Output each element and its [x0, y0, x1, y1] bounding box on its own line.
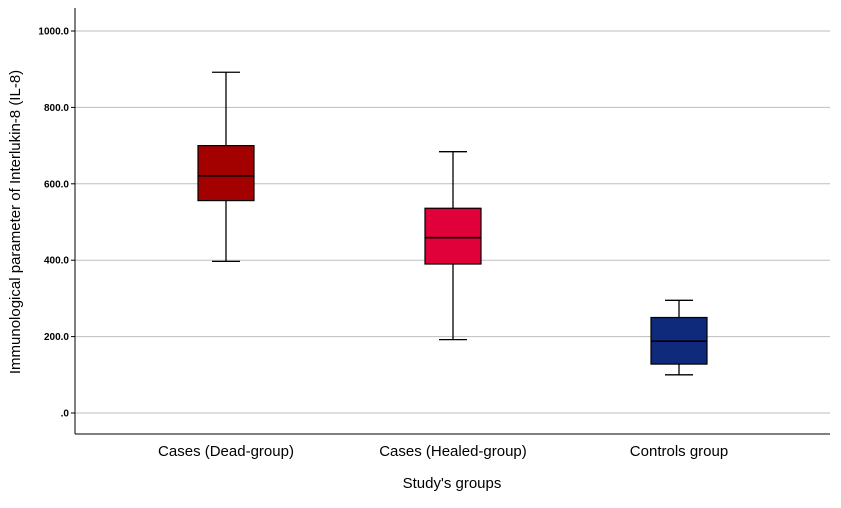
y-tick-label: 1000.0 [38, 27, 69, 38]
iqr-box [424, 207, 482, 265]
x-category-label: Cases (Dead-group) [158, 443, 294, 460]
x-category-label: Cases (Healed-group) [379, 443, 527, 460]
y-axis-title: Immunological parameter of Interlukin-8 … [7, 70, 24, 374]
x-category-label: Controls group [630, 443, 728, 460]
x-axis-title: Study's groups [403, 475, 502, 492]
y-tick-label: 800.0 [44, 103, 69, 114]
box-group [650, 299, 708, 376]
y-tick-label: 400.0 [44, 256, 69, 267]
y-tick-label: 200.0 [44, 332, 69, 343]
y-tick-label: 600.0 [44, 179, 69, 190]
boxes [197, 71, 708, 376]
y-tick-label: .0 [61, 409, 70, 420]
box-group [197, 71, 255, 262]
iqr-box [197, 145, 255, 202]
x-axis-categories: Cases (Dead-group) Cases (Healed-group) Co… [158, 443, 728, 460]
box-group [424, 151, 482, 341]
y-axis-ticks: .0 200.0 400.0 600.0 800.0 1000.0 [38, 27, 75, 420]
